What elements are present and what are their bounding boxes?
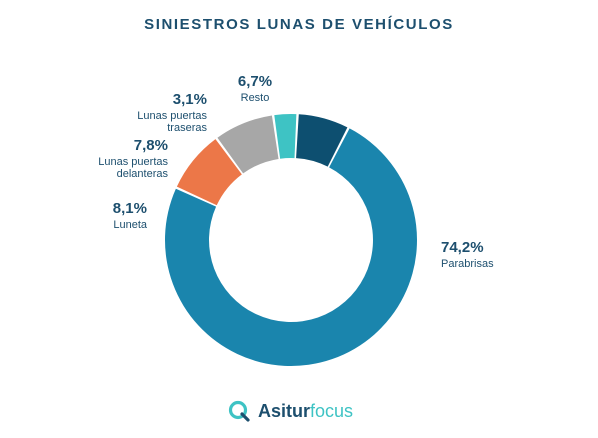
brand-name: Asiturfocus	[258, 398, 353, 424]
slice-value-lunas-puertas-traseras: 3,1%	[173, 91, 207, 108]
slice-value-luneta: 8,1%	[113, 200, 147, 217]
slice-lunas-puertas-traseras	[274, 114, 297, 159]
slice-name-resto: Resto	[241, 92, 270, 104]
asitur-q-logo-icon	[228, 400, 250, 422]
brand-footer: Asiturfocus	[228, 398, 353, 424]
slice-labels: 6,7% Resto 74,2% Parabrisas 8,1% Luneta 7,8% Lu…	[98, 73, 494, 270]
chart-title: SINIESTROS LUNAS DE VEHÍCULOS	[144, 16, 454, 33]
donut-slices	[165, 114, 418, 366]
slice-name-luneta: Luneta	[113, 219, 148, 231]
slice-lunas-puertas-delanteras	[217, 115, 279, 174]
slice-value-resto: 6,7%	[238, 73, 272, 90]
slice-parabrisas	[165, 128, 418, 366]
slice-resto	[296, 114, 348, 167]
slice-value-lunas-puertas-delanteras: 7,8%	[134, 137, 168, 154]
slice-value-parabrisas: 74,2%	[441, 239, 484, 256]
brand-name-part2: focus	[310, 401, 354, 421]
brand-name-part1: Asitur	[258, 401, 311, 421]
slice-name-lunas-puertas-delanteras: Lunas puertas delanteras	[98, 156, 168, 180]
slice-name-parabrisas: Parabrisas	[441, 258, 494, 270]
slice-luneta	[176, 139, 242, 206]
slice-name-lunas-puertas-traseras: Lunas puertas traseras	[137, 110, 207, 134]
